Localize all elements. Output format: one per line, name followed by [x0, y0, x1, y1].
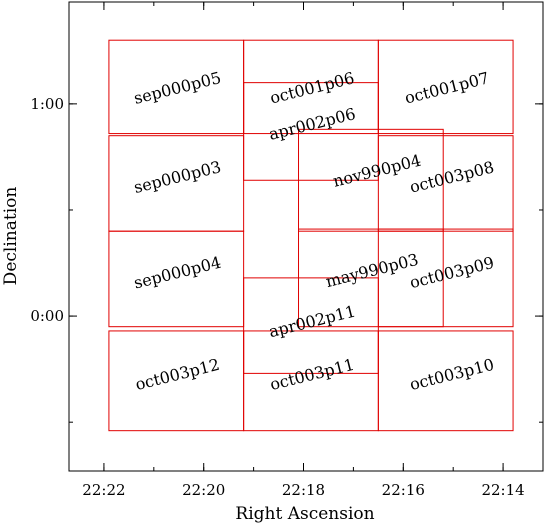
y-tick-label: 1:00 — [30, 95, 64, 113]
plot-frame — [68, 1, 544, 472]
x-axis-label: Right Ascension — [235, 504, 374, 523]
field-label-sep000p03: sep000p03 — [132, 157, 223, 197]
x-tick-label: 22:22 — [82, 481, 125, 499]
field-label-oct001p06: oct001p06 — [268, 68, 356, 107]
field-label-oct003p11: oct003p11 — [268, 355, 356, 394]
y-tick-label: 0:00 — [30, 307, 64, 325]
field-label-may990p03: may990p03 — [324, 250, 421, 291]
field-label-oct001p07: oct001p07 — [403, 68, 491, 107]
field-label-apr002p11: apr002p11 — [267, 301, 358, 341]
field-label-oct003p12: oct003p12 — [133, 355, 221, 394]
x-axis: 22:14 22:16 22:18 22:20 22:22 — [82, 2, 525, 499]
y-axis-label: Declination — [1, 187, 21, 286]
x-tick-label: 22:20 — [182, 481, 225, 499]
field-label-oct003p09: oct003p09 — [408, 253, 496, 292]
field-outline-oct003p08 — [377, 135, 514, 232]
field-label-apr002p06: apr002p06 — [267, 104, 358, 144]
x-tick-label: 22:18 — [282, 481, 325, 499]
field-label-oct003p10: oct003p10 — [408, 355, 496, 394]
x-tick-label: 22:14 — [481, 481, 524, 499]
y-axis: 1:00 0:00 — [30, 95, 543, 423]
field-label-sep000p05: sep000p05 — [132, 68, 223, 108]
field-outlines — [108, 39, 514, 432]
x-tick-label: 22:16 — [382, 481, 425, 499]
field-label-sep000p04: sep000p04 — [132, 253, 223, 293]
field-outline-apr002p11 — [243, 277, 379, 374]
field-outline-oct003p12 — [108, 330, 245, 432]
field-outline-nov990p04 — [298, 128, 444, 232]
field-outline-apr002p06 — [243, 82, 379, 181]
